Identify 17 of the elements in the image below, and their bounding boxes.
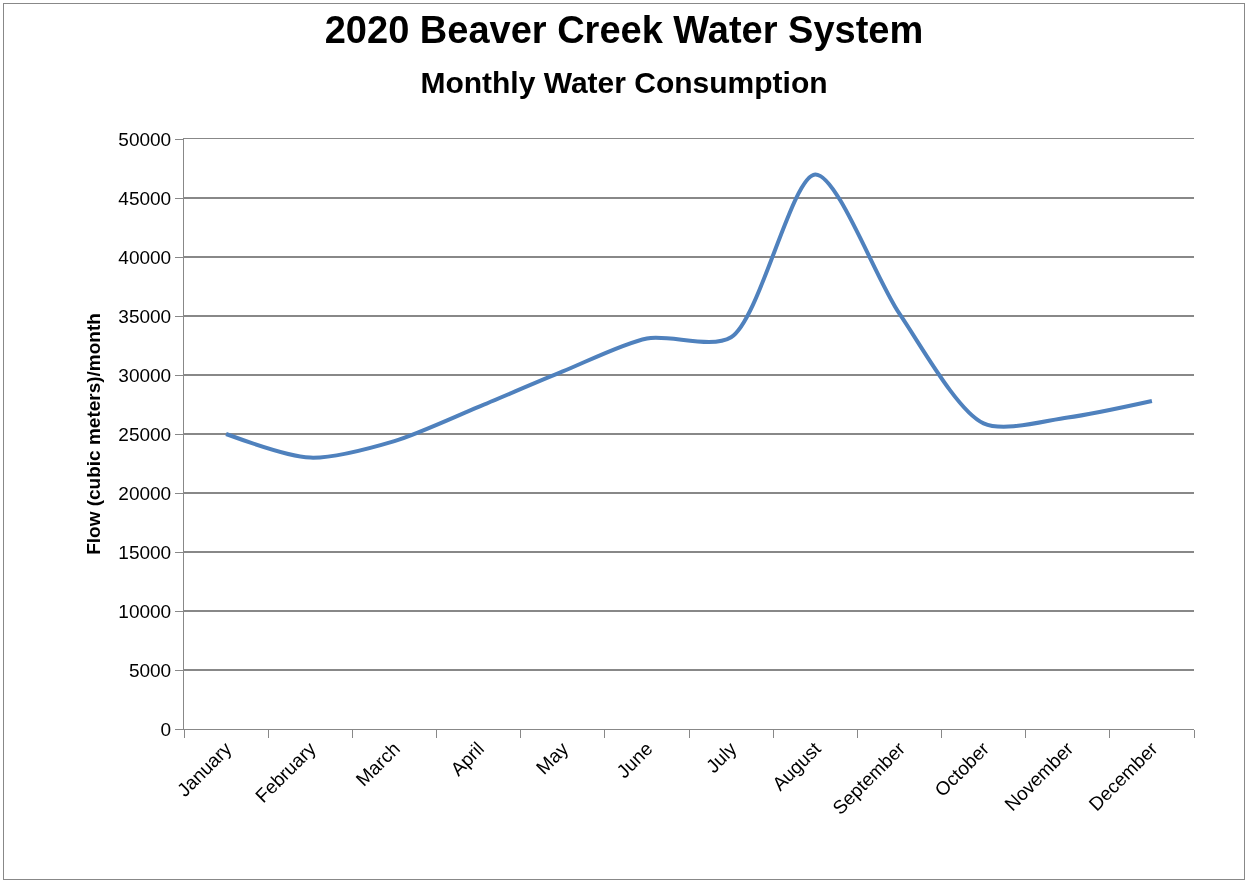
y-tick-label: 10000 (118, 600, 172, 622)
y-tick-label: 35000 (118, 305, 172, 327)
line-series (224, 172, 1154, 460)
chart-title: 2020 Beaver Creek Water System (324, 9, 924, 52)
x-tick-label: July (701, 737, 741, 777)
y-tick-label: 5000 (128, 659, 172, 681)
y-tick-label: 20000 (118, 482, 172, 504)
x-tick-label: May (532, 737, 573, 779)
y-tick-label: 15000 (118, 541, 172, 563)
y-tick-label: 30000 (118, 364, 172, 386)
y-axis-title: Flow (cubic meters)/month (83, 313, 105, 555)
y-tick-label: 0 (160, 718, 172, 740)
y-tick-label: 40000 (118, 246, 172, 268)
y-tick-label: 25000 (118, 423, 172, 445)
chart-subtitle: Monthly Water Consumption (420, 65, 828, 99)
y-tick-label: 45000 (118, 187, 172, 209)
y-tick-label: 50000 (118, 128, 172, 150)
